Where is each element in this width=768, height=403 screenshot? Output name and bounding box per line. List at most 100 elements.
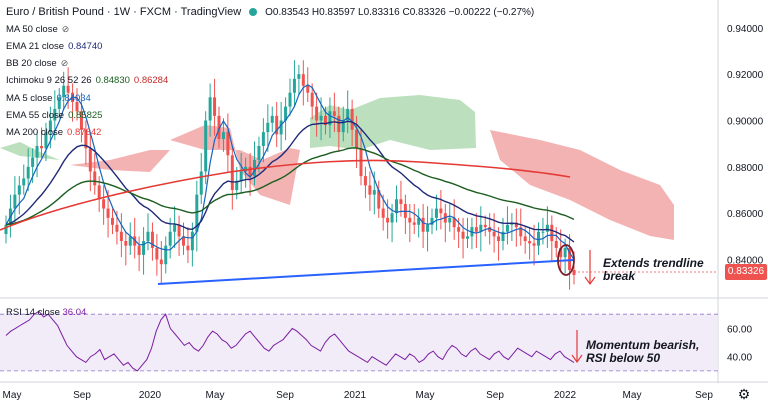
candle-body [57,97,61,109]
candle-body [563,247,567,258]
ema55-line [5,147,575,226]
market-status-icon [249,8,258,16]
candle-body [572,269,576,276]
candle-body [102,199,106,209]
candle-body [341,120,345,133]
candle-body [208,97,212,121]
candle-body [177,224,181,237]
candle-body [501,231,505,242]
candle-body [474,227,478,232]
candle-body [190,231,194,251]
candle-body [106,208,110,218]
candle-body [288,92,292,107]
candles-group [4,60,576,290]
candle-body [390,213,394,223]
candle-body [430,217,434,225]
x-tick-label: Sep [73,390,91,401]
candle-body [62,85,66,98]
y-tick-label: 0.92000 [727,70,764,81]
candle-body [159,259,163,265]
candle-body [4,224,8,235]
candle-body [412,222,416,225]
candle-body [332,111,336,116]
candle-body [84,129,88,149]
candle-body [217,115,221,140]
candle-body [213,97,217,116]
candle-body [386,217,390,223]
candle-body [372,190,376,195]
ema21-line [5,120,575,243]
candle-body [230,155,234,191]
y-tick-label: 0.94000 [727,24,764,35]
candle-body [488,227,492,232]
candle-body [537,231,540,246]
candle-body [483,224,487,228]
ichimoku-cloud-bull [0,142,60,160]
candle-body [284,106,288,121]
candle-body [377,190,381,209]
candle-body [173,224,177,232]
candle-body [235,180,239,191]
candle-body [119,231,123,242]
candle-body [421,217,425,232]
candle-body [275,115,279,135]
candle-body [297,74,301,79]
candle-body [448,217,452,223]
candle-body [257,146,261,160]
legend-ma50[interactable]: MA 50 close ⊘ [6,24,70,35]
x-tick-label: May [3,390,22,401]
candle-body [221,132,225,140]
candle-body [306,85,310,93]
rsi-line [5,310,575,372]
candle-body [204,120,208,172]
candle-body [266,122,270,133]
hidden-eye-icon[interactable]: ⊘ [61,24,70,34]
candle-body [541,231,545,233]
y-tick-label: 0.90000 [727,117,764,128]
legend-bb20[interactable]: BB 20 close ⊘ [6,58,69,69]
candle-body [559,247,563,258]
x-tick-label: 2020 [139,390,162,401]
candle-body [279,120,283,135]
breakout-circle-marker [557,244,575,276]
support-trendline [157,259,575,285]
candle-body [519,227,523,237]
x-tick-label: May [623,390,642,401]
candle-body [48,120,52,133]
candle-body [248,166,252,177]
hidden-eye-icon[interactable]: ⊘ [60,58,69,68]
candle-body [186,245,190,251]
candle-body [457,227,461,232]
candle-body [133,236,137,246]
ohlc-readout: O0.83543 H0.83597 L0.83316 C0.83326 −0.0… [265,6,535,18]
candle-body [359,148,363,177]
ichimoku-cloud-bear [70,150,170,172]
candle-body [426,224,430,232]
legend-ema21[interactable]: EMA 21 close 0.84740 [6,41,103,52]
x-tick-label: May [206,390,225,401]
legend-ichimoku[interactable]: Ichimoku 9 26 52 26 0.84830 0.86284 [6,75,169,86]
candle-body [150,231,154,248]
trendline-arrow-head [584,276,596,286]
candle-body [44,132,48,149]
candle-body [514,222,518,228]
legend-ma200[interactable]: MA 200 close 0.87642 [6,127,102,138]
candle-body [395,199,398,214]
candle-body [146,231,150,242]
candle-body [479,224,483,232]
candle-body [301,74,305,86]
settings-gear-icon[interactable]: ⚙ [738,386,751,402]
candle-body [532,243,536,246]
legend-ema55[interactable]: EMA 55 close 0.85825 [6,110,103,121]
candle-body [195,194,199,232]
candle-body [439,208,443,214]
candle-body [399,199,403,204]
x-tick-label: May [416,390,435,401]
legend-rsi[interactable]: RSI 14 close 36.04 [6,307,87,318]
symbol-title[interactable]: Euro / British Pound · 1W · FXCM · Tradi… [6,6,242,18]
candle-body [292,78,296,93]
legend-ma5[interactable]: MA 5 close 0.84034 [6,93,91,104]
candle-body [523,236,527,242]
